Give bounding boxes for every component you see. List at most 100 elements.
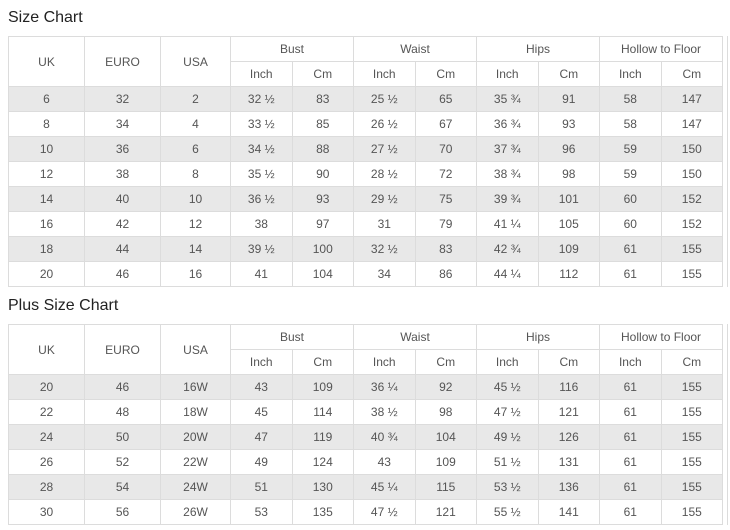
table-cell: 39 ¾ [476,186,539,212]
table-cell: 155 [660,474,724,500]
header-row-units: Inch Cm Inch Cm Inch Cm Inch Cm [9,61,724,87]
table-cell: 38 ¾ [476,161,539,187]
table-cell: 49 [230,449,293,475]
table-cell: 131 [537,449,601,475]
table-cell: 46 [84,374,161,400]
table-cell: 136 [537,474,601,500]
subcolumn-header-hips-cm: Cm [537,349,601,375]
table-cell: 65 [414,86,478,112]
table-cell: 101 [537,186,601,212]
table-cell: 85 [291,111,355,137]
size-chart-title: Size Chart [8,9,83,26]
table-cell: 45 [230,399,293,425]
table-cell: 60 [599,186,662,212]
table-cell: 50 [84,424,161,450]
table-row: 12 38 8 35 ½ 90 28 ½ 72 38 ¾ 98 59 150 [8,161,724,187]
table-cell: 141 [537,499,601,525]
column-group-header-hips: Hips [476,324,601,350]
table-cell: 61 [599,449,662,475]
subcolumn-header-hips-inch: Inch [476,349,539,375]
table-cell: 18 [8,236,85,262]
table-cell: 35 ¾ [476,86,539,112]
table-cell: 88 [291,136,355,162]
table-cell: 32 [84,86,161,112]
column-group-header-hips: Hips [476,36,601,62]
table-cell: 39 ½ [230,236,293,262]
table-cell: 29 ½ [353,186,416,212]
table-cell: 40 [84,186,161,212]
subcolumn-header-waist-cm: Cm [414,61,478,87]
table-cell: 90 [291,161,355,187]
table-cell: 155 [660,399,724,425]
table-cell: 91 [537,86,601,112]
table-cell: 75 [414,186,478,212]
table-cell: 10 [8,136,85,162]
table-cell: 147 [660,86,724,112]
table-cell: 124 [291,449,355,475]
table-cell: 14 [8,186,85,212]
table-cell: 51 [230,474,293,500]
table-cell: 150 [660,136,724,162]
table-cell: 41 ¼ [476,211,539,237]
table-cell: 67 [414,111,478,137]
subcolumn-header-hollow-to-floor-cm: Cm [660,61,724,87]
table-cell: 28 ½ [353,161,416,187]
table-cell: 10 [160,186,231,212]
column-header-euro: EURO [84,324,161,375]
size-chart-table: UK EURO USA Bust Waist Hips Hollow to Floor Inc… [8,36,724,287]
table-cell: 6 [160,136,231,162]
table-cell: 25 ½ [353,86,416,112]
table-cell: 61 [599,399,662,425]
table-cell: 93 [291,186,355,212]
table-cell: 61 [599,499,662,525]
table-cell: 41 [230,261,293,287]
table-row: 10 36 6 34 ½ 88 27 ½ 70 37 ¾ 96 59 150 [8,136,724,162]
table-cell: 150 [660,161,724,187]
table-cell: 54 [84,474,161,500]
size-chart-container: UK EURO USA Bust Waist Hips Hollow to Floor Inc… [8,36,728,287]
subcolumn-header-hollow-to-floor-cm: Cm [660,349,724,375]
table-cell: 4 [160,111,231,137]
table-cell: 8 [8,111,85,137]
table-cell: 20 [8,261,85,287]
table-row: 30 56 26W 53 135 47 ½ 121 55 ½ 141 61 155 [8,499,724,525]
column-header-usa: USA [160,36,231,87]
table-cell: 34 [84,111,161,137]
table-cell: 20W [160,424,231,450]
table-cell: 8 [160,161,231,187]
table-cell: 12 [160,211,231,237]
table-cell: 116 [537,374,601,400]
subcolumn-header-waist-cm: Cm [414,349,478,375]
table-cell: 79 [414,211,478,237]
table-cell: 40 ¾ [353,424,416,450]
table-cell: 20 [8,374,85,400]
table-cell: 98 [537,161,601,187]
table-row: 24 50 20W 47 119 40 ¾ 104 49 ½ 126 61 155 [8,424,724,450]
table-cell: 135 [291,499,355,525]
table-cell: 34 ½ [230,136,293,162]
table-cell: 24 [8,424,85,450]
table-cell: 30 [8,499,85,525]
table-cell: 155 [660,374,724,400]
table-cell: 98 [414,399,478,425]
table-cell: 104 [291,261,355,287]
plus-size-chart-container: UK EURO USA Bust Waist Hips Hollow to Floor Inc… [8,324,728,525]
table-cell: 155 [660,424,724,450]
table-cell: 83 [414,236,478,262]
column-group-header-waist: Waist [353,36,478,62]
table-cell: 115 [414,474,478,500]
table-cell: 43 [230,374,293,400]
subcolumn-header-hips-inch: Inch [476,61,539,87]
table-cell: 61 [599,374,662,400]
table-cell: 100 [291,236,355,262]
table-cell: 109 [414,449,478,475]
column-group-header-bust: Bust [229,324,355,350]
table-row: 28 54 24W 51 130 45 ¼ 115 53 ½ 136 61 155 [8,474,724,500]
table-cell: 43 [353,449,416,475]
table-cell: 72 [414,161,478,187]
table-cell: 32 ½ [230,86,293,112]
column-group-header-hollow-to-floor: Hollow to Floor [599,36,724,62]
table-cell: 18W [160,399,231,425]
table-cell: 26W [160,499,231,525]
table-cell: 155 [660,236,724,262]
